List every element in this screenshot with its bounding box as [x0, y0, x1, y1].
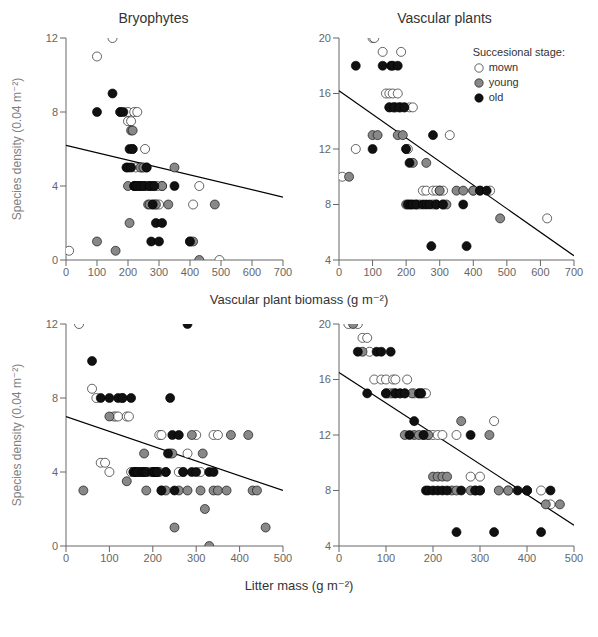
svg-text:300: 300 — [431, 266, 449, 278]
svg-text:100: 100 — [377, 552, 395, 564]
svg-text:100: 100 — [363, 266, 381, 278]
svg-text:8: 8 — [325, 198, 331, 210]
svg-text:16: 16 — [319, 373, 331, 385]
html-text:mown: mown — [488, 61, 518, 73]
svg-text:0: 0 — [63, 266, 69, 278]
svg-text:12: 12 — [319, 429, 331, 441]
svg-text:0: 0 — [52, 540, 58, 552]
svg-text:400: 400 — [464, 266, 482, 278]
svg-text:100: 100 — [88, 266, 106, 278]
svg-text:8: 8 — [52, 106, 58, 118]
svg-text:500: 500 — [565, 552, 583, 564]
svg-text:500: 500 — [274, 552, 292, 564]
svg-text:400: 400 — [230, 552, 248, 564]
svg-text:12: 12 — [46, 318, 58, 330]
html-text:Litter mass (g m⁻²): Litter mass (g m⁻²) — [244, 578, 354, 593]
svg-text:12: 12 — [319, 143, 331, 155]
html-text:old: old — [488, 91, 504, 103]
svg-text:200: 200 — [397, 266, 415, 278]
svg-text:20: 20 — [319, 318, 331, 330]
svg-text:4: 4 — [52, 180, 58, 192]
svg-text:500: 500 — [498, 266, 516, 278]
html-text:Succesional stage:: Succesional stage: — [472, 46, 565, 58]
svg-text:Species density (0.04 m⁻²): Species density (0.04 m⁻²) — [10, 364, 24, 506]
html-text:young: young — [488, 76, 519, 88]
svg-text:0: 0 — [52, 254, 58, 266]
svg-text:16: 16 — [319, 87, 331, 99]
svg-text:700: 700 — [274, 266, 292, 278]
html-text:Bryophytes: Bryophytes — [118, 10, 189, 26]
svg-text:400: 400 — [518, 552, 536, 564]
svg-text:8: 8 — [52, 392, 58, 404]
html-text:Vascular plants: Vascular plants — [397, 10, 492, 26]
svg-text:500: 500 — [212, 266, 230, 278]
svg-text:4: 4 — [325, 254, 331, 266]
svg-text:200: 200 — [424, 552, 442, 564]
svg-text:0: 0 — [336, 266, 342, 278]
svg-text:20: 20 — [319, 32, 331, 44]
svg-text:300: 300 — [471, 552, 489, 564]
svg-text:8: 8 — [325, 484, 331, 496]
svg-text:200: 200 — [119, 266, 137, 278]
svg-text:600: 600 — [243, 266, 261, 278]
svg-text:100: 100 — [100, 552, 118, 564]
svg-text:300: 300 — [150, 266, 168, 278]
html-text:Vascular plant biomass (g m⁻²): Vascular plant biomass (g m⁻²) — [209, 292, 389, 307]
svg-text:600: 600 — [531, 266, 549, 278]
svg-text:4: 4 — [325, 540, 331, 552]
svg-text:300: 300 — [187, 552, 205, 564]
svg-text:200: 200 — [144, 552, 162, 564]
svg-text:0: 0 — [336, 552, 342, 564]
svg-text:0: 0 — [63, 552, 69, 564]
svg-text:12: 12 — [46, 32, 58, 44]
svg-text:700: 700 — [565, 266, 583, 278]
svg-text:400: 400 — [181, 266, 199, 278]
svg-text:4: 4 — [52, 466, 58, 478]
svg-text:Species density (0.04 m⁻²): Species density (0.04 m⁻²) — [10, 78, 24, 220]
